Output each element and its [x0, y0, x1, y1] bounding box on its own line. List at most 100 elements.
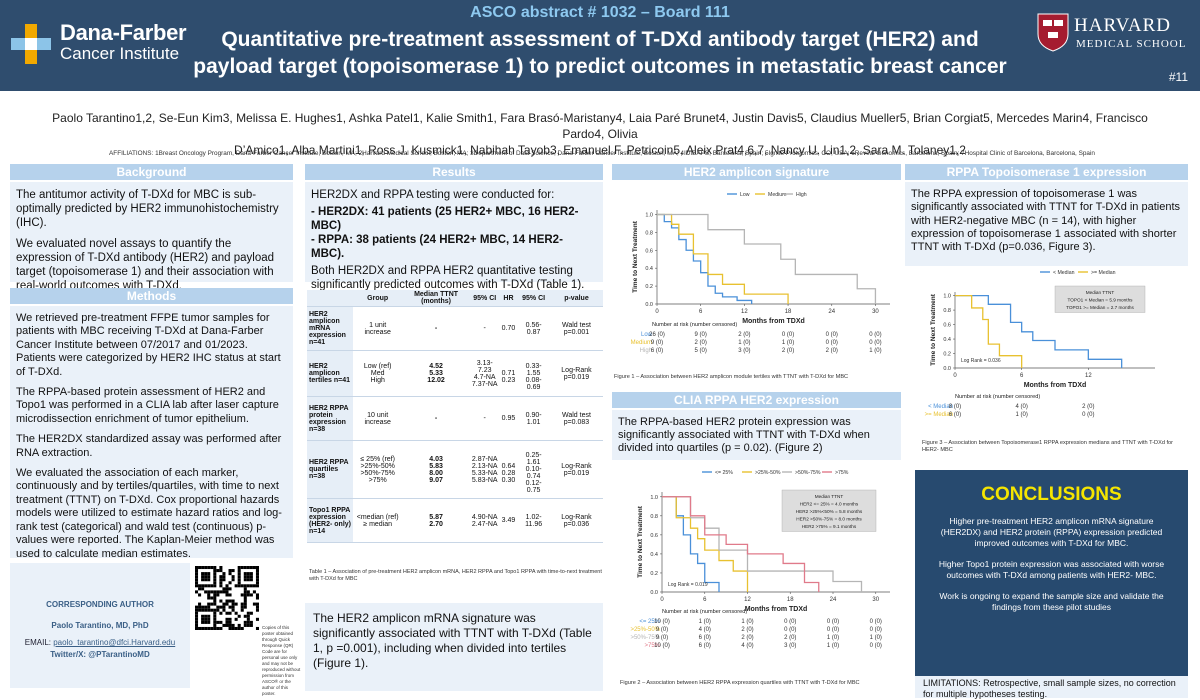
figure-1-chart: Low Medium High 0.0 0.2 0.4 0.6 0.8 1.0 0 6 12 18 24 3… — [612, 182, 901, 382]
authors-line-1: Paolo Tarantino1,2, Se-Eun Kim3, Melissa… — [52, 111, 1148, 141]
qr-module — [255, 626, 259, 630]
risk-value: 1 (0) — [827, 635, 839, 641]
qr-module — [246, 611, 250, 615]
table-header-2: Median TTNT (months) — [402, 290, 470, 307]
methods-p3: The HER2DX standardized assay was perfor… — [16, 433, 282, 459]
qr-module — [243, 605, 247, 609]
qr-module — [246, 593, 250, 597]
qr-module — [222, 590, 226, 594]
qr-module — [201, 617, 205, 621]
qr-module — [219, 575, 223, 579]
qr-module — [252, 566, 256, 570]
background-p1: The antitumor activity of T-DXd for MBC … — [16, 189, 279, 229]
qr-module — [213, 590, 217, 594]
qr-module — [228, 587, 232, 591]
x-tick-label: 0 — [660, 597, 664, 603]
y-axis-label: Time to Next Treatment — [637, 505, 644, 578]
qr-module — [195, 614, 199, 618]
table-cell-median: 4.52 5.33 12.02 — [402, 350, 470, 397]
qr-module — [228, 605, 232, 609]
qr-module — [246, 620, 250, 624]
qr-module — [210, 566, 214, 570]
y-tick-label: 0.0 — [650, 590, 658, 596]
qr-module — [225, 584, 229, 588]
table-cell-group: ≤ 25% (ref) >25%-50% >50%-75% >75% — [353, 440, 403, 499]
median-ttnt-line: Median TTNT — [815, 494, 844, 499]
legend-label: Medium — [768, 192, 786, 198]
x-tick-label: 24 — [828, 309, 835, 315]
risk-value: 2 (0) — [782, 348, 794, 354]
qr-module — [201, 626, 205, 630]
y-tick-label: 0.6 — [650, 533, 658, 539]
risk-value: 0 (0) — [869, 332, 881, 338]
clia-box: The RPPA-based HER2 protein expression w… — [612, 410, 901, 460]
legend-label: >25%-50% — [755, 470, 781, 476]
table-row-label: HER2 amplicon mRNA expression n=41 — [307, 306, 353, 351]
y-tick-label: 0.8 — [650, 514, 658, 520]
qr-module — [195, 575, 199, 579]
affiliations: AFFILIATIONS: 1Breast Oncology Program, … — [109, 150, 1095, 157]
qr-module — [228, 623, 232, 627]
qr-module — [201, 608, 205, 612]
km-curve-2550 — [662, 496, 749, 592]
table-cell-median: 5.87 2.70 — [402, 498, 470, 543]
x-tick-label: 12 — [1085, 373, 1092, 379]
qr-module — [231, 626, 235, 630]
qr-module — [219, 590, 223, 594]
qr-code-icon[interactable] — [195, 566, 259, 630]
title-line-1: Quantitative pre-treatment assessment of… — [221, 28, 979, 51]
background-p2: We evaluated novel assays to quantify th… — [16, 238, 275, 292]
qr-module — [210, 602, 214, 606]
risk-row-label: Medium — [631, 340, 652, 346]
risk-value: 1 (0) — [782, 340, 794, 346]
email-link[interactable]: paolo_tarantino@dfci.Harvard.edu — [53, 638, 176, 647]
risk-row-label: <= 25% — [639, 619, 660, 625]
qr-module — [231, 623, 235, 627]
qr-module — [231, 602, 235, 606]
figure-3-caption: Figure 3 – Association between Topoisome… — [922, 440, 1174, 453]
table-cell-group: 1 unit increase — [353, 306, 403, 351]
x-tick-label: 0 — [655, 309, 659, 315]
qr-module — [255, 584, 259, 588]
table-cell-group: <median (ref) ≥ median — [353, 498, 403, 543]
harvard-subtitle: MEDICAL SCHOOL — [1076, 38, 1187, 50]
results-her2dx: - HER2DX: 41 patients (25 HER2+ MBC, 16 … — [311, 206, 579, 232]
qr-module — [207, 593, 211, 597]
qr-module — [216, 590, 220, 594]
y-tick-label: 1.0 — [645, 212, 653, 218]
qr-module — [255, 602, 259, 606]
risk-value: 4 (0) — [741, 643, 753, 649]
corresponding-name: Paolo Tarantino, MD, PhD — [51, 621, 149, 630]
qr-module — [198, 593, 202, 597]
poster-header: Dana-Farber Cancer Institute ASCO abstra… — [0, 0, 1200, 91]
qr-module — [249, 578, 253, 582]
x-tick-label: 12 — [741, 309, 748, 315]
qr-module — [255, 581, 259, 585]
qr-module — [195, 578, 199, 582]
y-tick-label: 0.2 — [943, 352, 951, 358]
risk-value: 0 (0) — [826, 340, 838, 346]
qr-module — [231, 605, 235, 609]
risk-value: 9 (0) — [656, 627, 668, 633]
qr-module — [237, 569, 241, 573]
qr-module — [255, 617, 259, 621]
table-cell-hr: 3.49 — [499, 498, 518, 543]
qr-module — [243, 566, 247, 570]
qr-module — [204, 584, 208, 588]
qr-module — [246, 572, 250, 576]
qr-module — [219, 584, 223, 588]
qr-module — [240, 566, 244, 570]
qr-module — [210, 584, 214, 588]
qr-module — [249, 593, 253, 597]
qr-module — [228, 581, 232, 585]
risk-value: 3 (0) — [784, 643, 796, 649]
qr-module — [213, 599, 217, 603]
table-cell-ci: - — [469, 306, 500, 351]
median-ttnt-line: TOPO1 < Median = 5.9 months — [1067, 298, 1133, 303]
qr-module — [213, 566, 217, 570]
qr-module — [243, 623, 247, 627]
qr-module — [207, 575, 211, 579]
twitter-handle[interactable]: Twitter/X: @PTarantinoMD — [50, 650, 150, 659]
dana-farber-name: Dana-Farber — [60, 20, 187, 45]
log-rank-annotation: Log Rank = 0.019 — [668, 582, 708, 588]
